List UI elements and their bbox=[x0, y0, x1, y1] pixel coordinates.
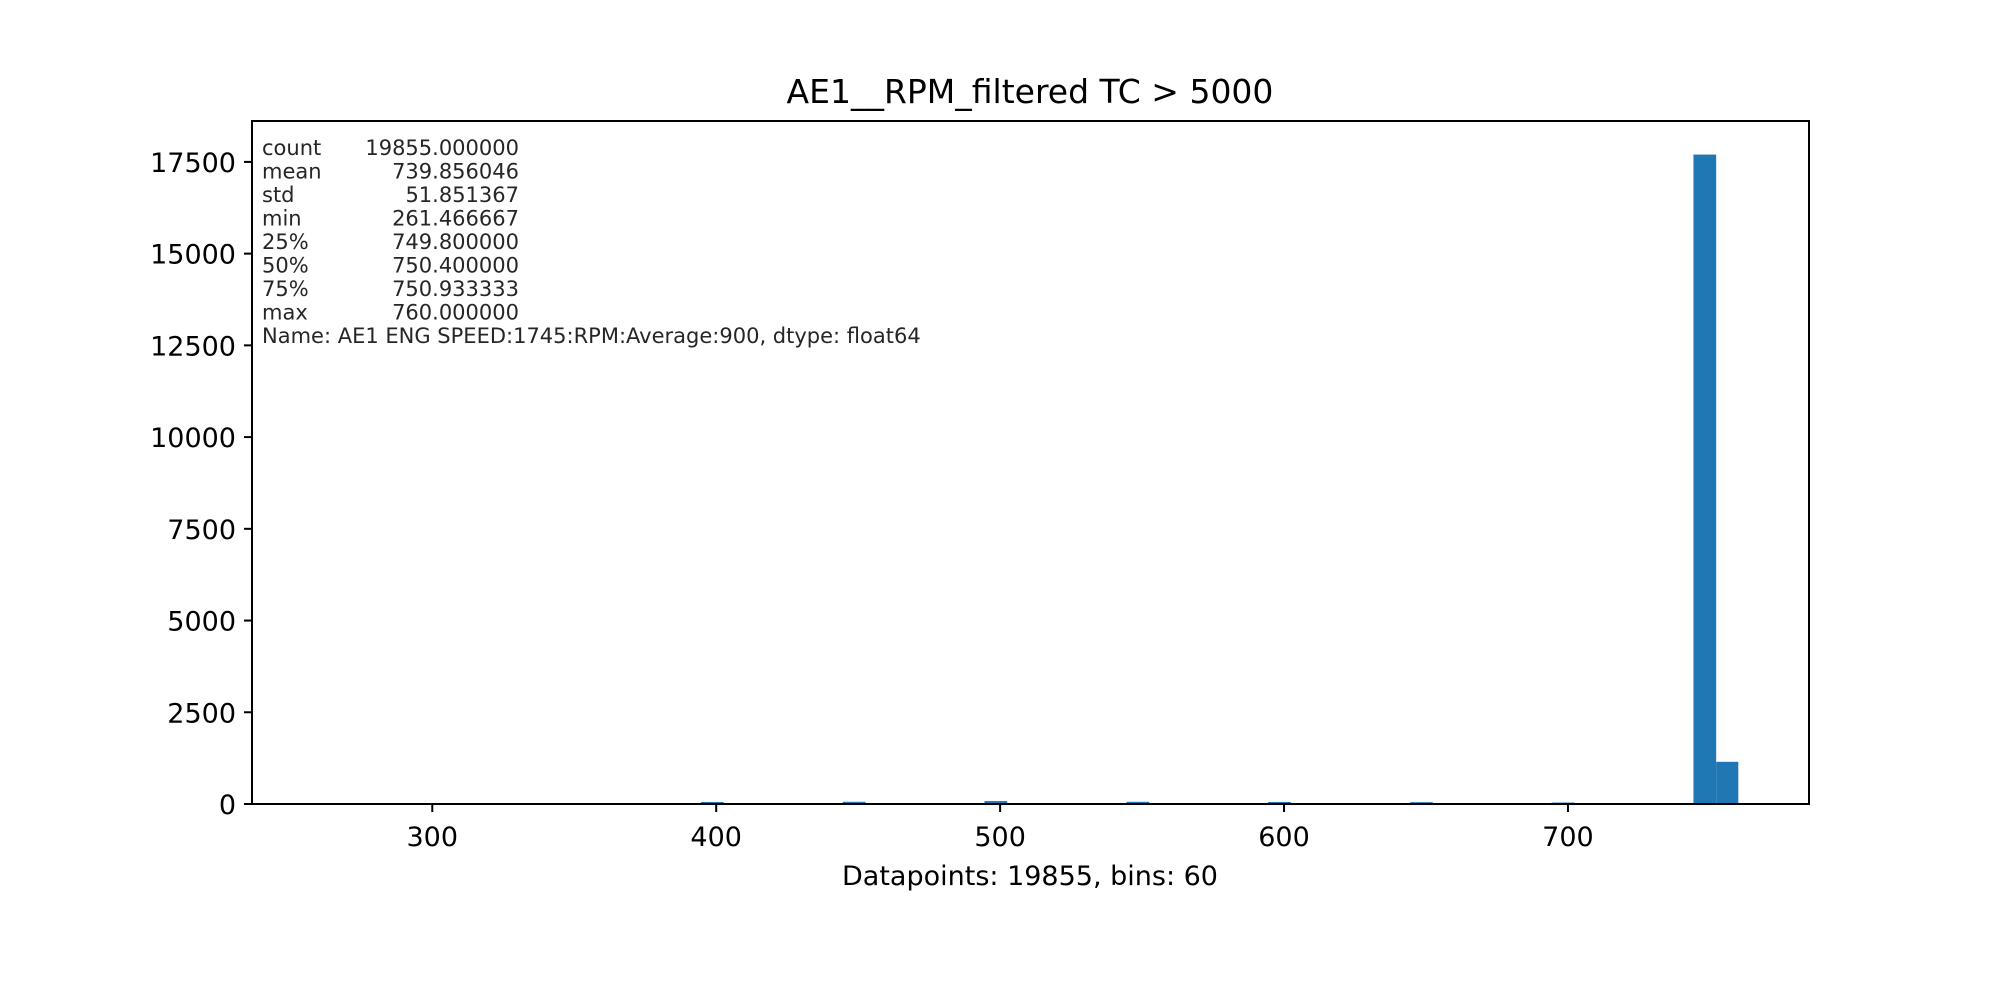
stats-value: 19855.000000 bbox=[365, 136, 519, 160]
stats-key: std bbox=[262, 183, 295, 207]
x-tick-label: 400 bbox=[690, 822, 742, 853]
histogram-bar bbox=[984, 801, 1008, 804]
stats-annotation: count 19855.000000 mean 739.856046 std 51.851… bbox=[262, 136, 921, 348]
y-tick-label: 10000 bbox=[150, 423, 236, 454]
stats-key: min bbox=[262, 207, 302, 231]
stats-value: 739.856046 bbox=[392, 160, 519, 184]
histogram-bar bbox=[1126, 801, 1150, 804]
histogram-bar bbox=[1268, 801, 1291, 804]
stats-key: 25% bbox=[262, 230, 309, 254]
y-tick-label: 0 bbox=[219, 790, 236, 821]
y-tick-label: 17500 bbox=[150, 148, 236, 179]
stats-value: 760.000000 bbox=[392, 301, 519, 325]
histogram-bar bbox=[1716, 761, 1739, 804]
histogram-bar bbox=[842, 801, 866, 804]
y-tick-label: 7500 bbox=[167, 515, 236, 546]
x-tick-label: 500 bbox=[974, 822, 1026, 853]
histogram-bar bbox=[700, 801, 724, 804]
y-tick-label: 12500 bbox=[150, 331, 236, 362]
x-tick-label: 300 bbox=[407, 822, 459, 853]
y-axis: 0 2500 5000 7500 10000 12500 15000 17500 bbox=[150, 148, 252, 821]
y-tick-label: 15000 bbox=[150, 240, 236, 271]
y-tick-label: 5000 bbox=[167, 607, 236, 638]
y-tick-label: 2500 bbox=[167, 698, 236, 729]
x-tick-label: 600 bbox=[1258, 822, 1310, 853]
stats-key: max bbox=[262, 301, 308, 325]
stats-value: 749.800000 bbox=[392, 230, 519, 254]
x-axis-label: Datapoints: 19855, bins: 60 bbox=[842, 861, 1218, 892]
stats-series-name: Name: AE1 ENG SPEED:1745:RPM:Average:900… bbox=[262, 324, 921, 348]
stats-value: 261.466667 bbox=[392, 207, 519, 231]
plot-frame bbox=[251, 120, 1810, 805]
stats-key: count bbox=[262, 136, 321, 160]
x-tick-label: 700 bbox=[1542, 822, 1594, 853]
stats-key: mean bbox=[262, 160, 322, 184]
stats-value: 750.933333 bbox=[392, 277, 519, 301]
stats-key: 50% bbox=[262, 254, 309, 278]
x-axis: 300 400 500 600 700 bbox=[407, 804, 1594, 853]
stats-key: 75% bbox=[262, 277, 309, 301]
bars-layer bbox=[700, 154, 1739, 804]
stats-value: 51.851367 bbox=[405, 183, 519, 207]
chart-title: AE1__RPM_filtered TC > 5000 bbox=[787, 72, 1274, 111]
histogram-bar bbox=[1693, 154, 1717, 804]
stats-value: 750.400000 bbox=[392, 254, 519, 278]
